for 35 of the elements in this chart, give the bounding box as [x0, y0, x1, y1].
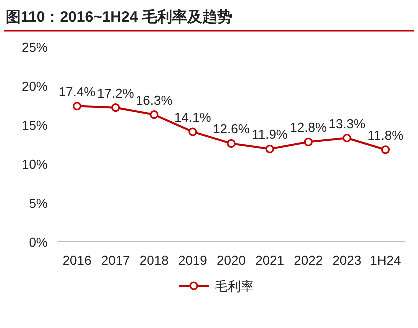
- data-label: 17.4%: [58, 84, 96, 100]
- y-tick-label: 15%: [22, 118, 48, 133]
- data-label: 11.8%: [368, 128, 404, 143]
- x-tick-label: 2018: [140, 253, 169, 268]
- point: [381, 146, 390, 154]
- point: [188, 128, 198, 136]
- y-tick-label: 10%: [22, 157, 48, 172]
- y-tick-label: 25%: [22, 40, 48, 55]
- data-label: 12.8%: [290, 120, 328, 136]
- point: [150, 110, 159, 120]
- data-label: 13.3%: [328, 116, 366, 132]
- point: [112, 104, 120, 112]
- x-tick-label: 1H24: [370, 253, 402, 268]
- point: [72, 102, 82, 111]
- x-tick-label: 2017: [101, 253, 130, 268]
- y-tick-label: 20%: [22, 79, 48, 94]
- point: [342, 134, 352, 143]
- data-label: 16.3%: [136, 92, 174, 108]
- x-tick-label: 2021: [256, 253, 285, 268]
- point: [304, 138, 313, 146]
- point: [266, 144, 274, 154]
- chart-title: 图110：2016~1H24 毛利率及趋势: [6, 8, 232, 26]
- x-tick-label: 2019: [178, 253, 208, 268]
- x-tick-label: 2023: [332, 253, 362, 268]
- data-label: 14.1%: [174, 110, 212, 126]
- x-tick-label: 2016: [62, 253, 92, 268]
- point: [227, 139, 236, 148]
- y-tick-label: 5%: [29, 196, 48, 211]
- data-label: 17.2%: [97, 86, 135, 101]
- x-tick-label: 2020: [217, 253, 246, 268]
- x-tick-label: 2022: [294, 253, 324, 268]
- data-label: 11.9%: [252, 127, 288, 142]
- y-tick-label: 0%: [29, 235, 48, 250]
- data-label: 12.6%: [213, 122, 250, 137]
- legend-label: 毛利率: [215, 279, 254, 294]
